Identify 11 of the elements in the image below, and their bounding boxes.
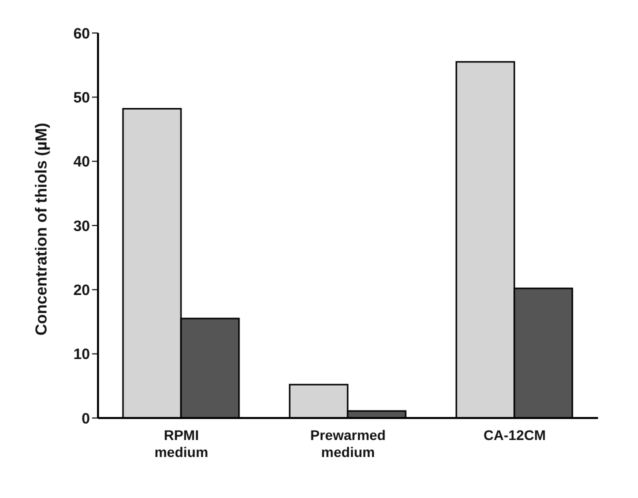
x-tick-label: Prewarmed medium [310,427,386,460]
y-tick-label: 10 [73,346,90,364]
y-tick-label: 30 [73,218,90,235]
y-tick-label: 0 [82,410,90,428]
y-axis-title: Concentration of thiols (µM) [34,122,51,336]
x-tick-label: CA-12CM [484,427,546,443]
y-tick-label: 20 [73,282,90,299]
x-tick-label: RPMI medium [154,427,208,460]
y-tick-label: 50 [73,89,90,106]
y-tick-label: 60 [73,25,90,42]
y-tick-label: 40 [73,154,90,171]
